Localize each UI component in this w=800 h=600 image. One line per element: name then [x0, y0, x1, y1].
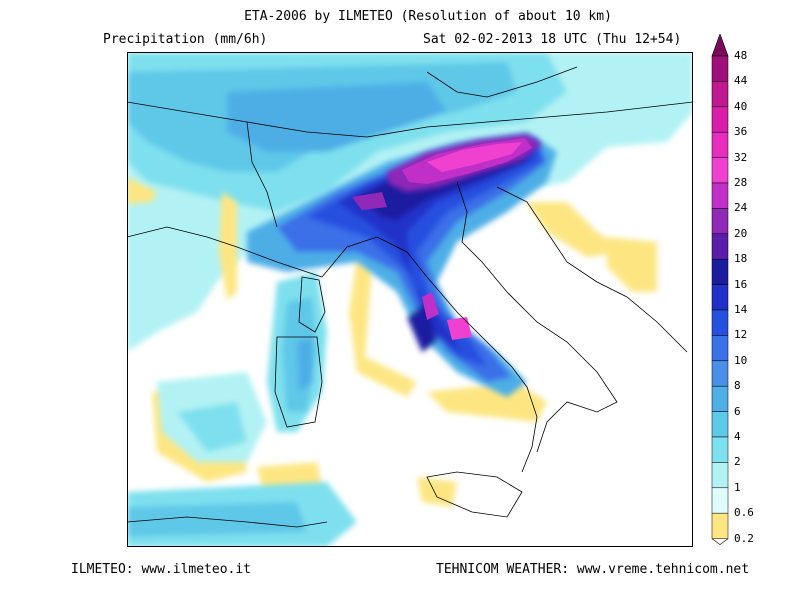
colorbar-swatch	[711, 512, 729, 539]
colorbar-arrow-top	[711, 34, 729, 57]
valid-time-label: Sat 02-02-2013 18 UTC (Thu 12+54)	[423, 32, 682, 47]
colorbar-swatch	[711, 309, 729, 336]
colorbar-swatch	[711, 182, 729, 209]
precip-heavy-cores	[352, 134, 542, 340]
colorbar-tick-label: 8	[734, 379, 741, 393]
colorbar-tick-label: 10	[734, 353, 748, 367]
colorbar-arrow-bottom	[711, 538, 729, 545]
colorbar	[711, 34, 729, 545]
colorbar-swatch	[711, 411, 729, 438]
colorbar-tick-label: 12	[734, 328, 748, 342]
tehnicom-credit: TEHNICOM WEATHER: www.vreme.tehnicom.net	[436, 562, 750, 577]
colorbar-tick-label: 2	[734, 455, 741, 469]
colorbar-tick-label: 0.6	[734, 506, 754, 520]
precip-islands	[127, 272, 357, 547]
colorbar-tick-label: 4	[734, 430, 741, 443]
colorbar-tick-label: 28	[734, 176, 748, 189]
colorbar-tick-label: 48	[734, 49, 748, 62]
precipitation-map	[127, 52, 693, 547]
colorbar-swatch	[711, 462, 729, 489]
colorbar-swatch	[711, 55, 729, 82]
colorbar-swatch	[711, 106, 729, 133]
colorbar-tick-label: 36	[734, 125, 748, 139]
colorbar-tick-label: 20	[734, 226, 748, 240]
colorbar-swatch	[711, 487, 729, 514]
colorbar-tick-label: 40	[734, 99, 748, 113]
colorbar-tick-label: 14	[734, 303, 748, 316]
colorbar-tick-label: 44	[734, 74, 748, 88]
colorbar-swatch	[711, 157, 729, 184]
coastlines	[127, 66, 693, 528]
colorbar-swatch	[711, 284, 729, 311]
colorbar-tick-label: 24	[734, 201, 748, 215]
colorbar-swatch	[711, 81, 729, 108]
colorbar-tick-label: 1	[734, 480, 741, 494]
colorbar-swatch	[711, 233, 729, 260]
colorbar-tick-label: 18	[734, 252, 748, 266]
colorbar-tick-label: 16	[734, 277, 748, 291]
colorbar-swatch	[711, 335, 729, 362]
colorbar-swatch	[711, 436, 729, 463]
ilmeteo-credit: ILMETEO: www.ilmeteo.it	[71, 562, 252, 577]
colorbar-swatch	[711, 208, 729, 235]
colorbar-swatch	[711, 131, 729, 158]
map-title: ETA-2006 by ILMETEO (Resolution of about…	[244, 9, 612, 24]
colorbar-swatch	[711, 385, 729, 412]
colorbar-tick-label: 32	[734, 150, 748, 164]
parameter-label: Precipitation (mm/6h)	[103, 32, 268, 47]
colorbar-swatch	[711, 258, 729, 285]
colorbar-tick-label: 6	[734, 404, 741, 418]
colorbar-tick-label: 0.2	[734, 531, 754, 545]
colorbar-swatch	[711, 360, 729, 387]
